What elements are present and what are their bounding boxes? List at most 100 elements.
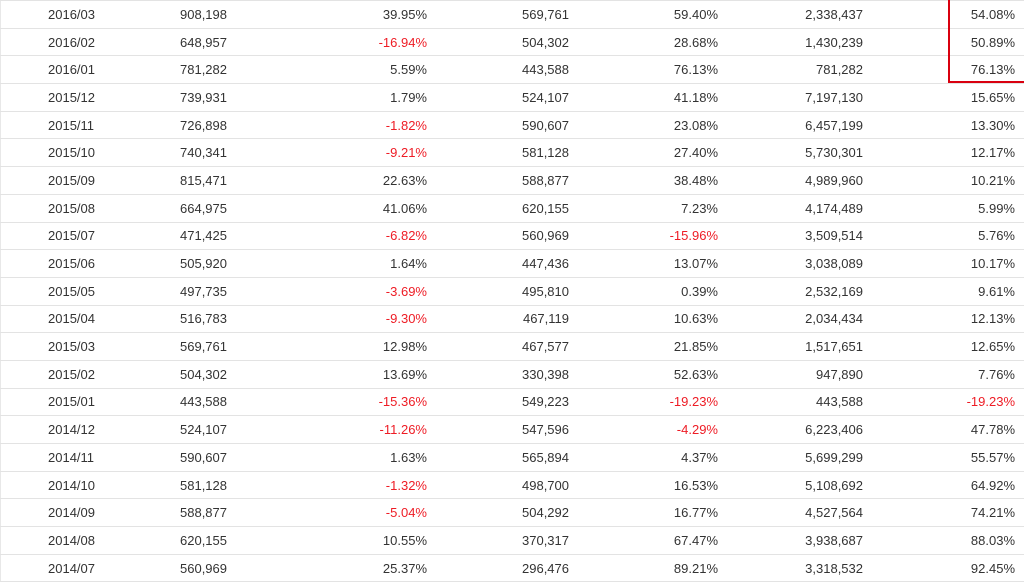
pct-cell-2: 12.98% [237,332,437,361]
value-cell-5: 4,174,489 [728,194,873,223]
value-cell-5: 6,457,199 [728,111,873,140]
table-row: 2015/01 443,588 -15.36% 549,223 -19.23% … [0,388,1024,417]
pct-cell-4: 21.85% [579,332,728,361]
month-cell: 2014/07 [0,554,111,582]
table-row: 2015/06 505,920 1.64% 447,436 13.07% 3,0… [0,249,1024,278]
month-cell: 2014/11 [0,443,111,472]
pct-cell-2: 25.37% [237,554,437,582]
value-cell-5: 2,532,169 [728,277,873,306]
pct-cell-6: 64.92% [873,471,1024,500]
pct-cell-6: 10.17% [873,249,1024,278]
value-cell-3: 588,877 [437,166,579,195]
value-cell-5: 443,588 [728,388,873,417]
value-cell-1: 569,761 [111,332,237,361]
month-cell: 2015/06 [0,249,111,278]
value-cell-5: 947,890 [728,360,873,389]
value-cell-3: 549,223 [437,388,579,417]
pct-cell-6: 47.78% [873,415,1024,444]
pct-cell-4: 38.48% [579,166,728,195]
value-cell-3: 504,292 [437,498,579,528]
value-cell-3: 581,128 [437,138,579,168]
value-cell-1: 471,425 [111,222,237,251]
table-row: 2015/03 569,761 12.98% 467,577 21.85% 1,… [0,332,1024,361]
pct-cell-2: -16.94% [237,28,437,57]
pct-cell-4: 89.21% [579,554,728,582]
pct-cell-6: 5.76% [873,222,1024,251]
pct-cell-2: 1.63% [237,443,437,472]
value-cell-3: 447,436 [437,249,579,278]
pct-cell-2: 22.63% [237,166,437,195]
value-cell-3: 495,810 [437,277,579,306]
month-cell: 2014/09 [0,498,111,528]
pct-cell-4: 4.37% [579,443,728,472]
table-row: 2014/11 590,607 1.63% 565,894 4.37% 5,69… [0,443,1024,472]
value-cell-1: 590,607 [111,443,237,472]
value-cell-1: 524,107 [111,415,237,444]
value-cell-5: 7,197,130 [728,83,873,112]
month-cell: 2015/09 [0,166,111,195]
pct-cell-6: 54.08% [873,0,1024,29]
pct-cell-6: 15.65% [873,83,1024,112]
pct-cell-4: 28.68% [579,28,728,57]
month-cell: 2014/08 [0,526,111,555]
table-row: 2015/04 516,783 -9.30% 467,119 10.63% 2,… [0,305,1024,334]
value-cell-5: 4,527,564 [728,498,873,528]
pct-cell-4: -19.23% [579,388,728,417]
value-cell-3: 467,577 [437,332,579,361]
value-cell-3: 370,317 [437,526,579,555]
month-cell: 2015/11 [0,111,111,140]
pct-cell-2: 10.55% [237,526,437,555]
value-cell-1: 443,588 [111,388,237,417]
month-cell: 2015/03 [0,332,111,361]
value-cell-1: 908,198 [111,0,237,29]
pct-cell-4: 41.18% [579,83,728,112]
month-cell: 2015/01 [0,388,111,417]
pct-cell-6: 7.76% [873,360,1024,389]
value-cell-1: 581,128 [111,471,237,500]
value-cell-3: 547,596 [437,415,579,444]
table-row: 2014/09 588,877 -5.04% 504,292 16.77% 4,… [0,498,1024,528]
pct-cell-6: 9.61% [873,277,1024,306]
month-cell: 2015/08 [0,194,111,223]
value-cell-1: 516,783 [111,305,237,334]
month-cell: 2016/02 [0,28,111,57]
pct-cell-6: 10.21% [873,166,1024,195]
table-row: 2016/02 648,957 -16.94% 504,302 28.68% 1… [0,28,1024,57]
pct-cell-6: 92.45% [873,554,1024,582]
value-cell-5: 6,223,406 [728,415,873,444]
pct-cell-4: 76.13% [579,55,728,85]
pct-cell-4: 0.39% [579,277,728,306]
value-cell-5: 1,517,651 [728,332,873,361]
value-cell-5: 781,282 [728,55,873,85]
value-cell-5: 5,730,301 [728,138,873,168]
pct-cell-4: -15.96% [579,222,728,251]
pct-cell-2: -9.21% [237,138,437,168]
table-row: 2014/10 581,128 -1.32% 498,700 16.53% 5,… [0,471,1024,500]
value-cell-5: 2,338,437 [728,0,873,29]
value-cell-3: 569,761 [437,0,579,29]
pct-cell-2: 1.79% [237,83,437,112]
month-cell: 2015/05 [0,277,111,306]
month-cell: 2014/10 [0,471,111,500]
value-cell-1: 726,898 [111,111,237,140]
value-cell-5: 1,430,239 [728,28,873,57]
value-cell-3: 565,894 [437,443,579,472]
value-cell-1: 504,302 [111,360,237,389]
pct-cell-6: 5.99% [873,194,1024,223]
value-cell-1: 815,471 [111,166,237,195]
value-cell-1: 781,282 [111,55,237,85]
value-cell-1: 588,877 [111,498,237,528]
pct-cell-6: 12.13% [873,305,1024,334]
table-row: 2015/11 726,898 -1.82% 590,607 23.08% 6,… [0,111,1024,140]
pct-cell-2: -3.69% [237,277,437,306]
value-cell-5: 3,938,687 [728,526,873,555]
table-row: 2016/01 781,282 5.59% 443,588 76.13% 781… [0,55,1024,85]
value-cell-3: 620,155 [437,194,579,223]
table-row: 2016/03 908,198 39.95% 569,761 59.40% 2,… [0,0,1024,29]
pct-cell-2: -1.32% [237,471,437,500]
value-cell-5: 3,038,089 [728,249,873,278]
value-cell-3: 296,476 [437,554,579,582]
pct-cell-2: 41.06% [237,194,437,223]
pct-cell-6: 55.57% [873,443,1024,472]
